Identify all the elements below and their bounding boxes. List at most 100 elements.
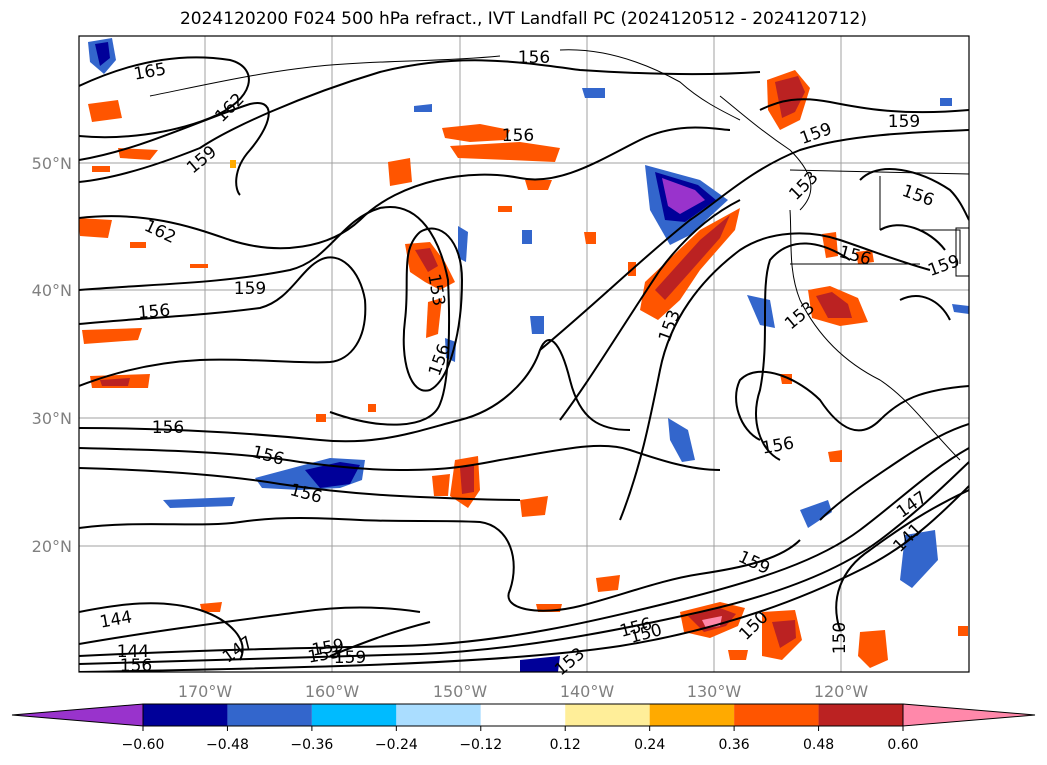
anomaly-negative-patch — [662, 178, 705, 214]
anomaly-negative-patch — [668, 418, 695, 462]
anomaly-positive-patch — [655, 215, 730, 300]
longitude-labels: 170°W 160°W 150°W 140°W 130°W 120°W — [178, 682, 869, 701]
colorbar-segment — [143, 704, 228, 726]
refractivity-anomaly-shading — [79, 38, 969, 672]
anomaly-negative-patch — [163, 497, 235, 508]
anomaly-negative-patch — [582, 88, 605, 98]
map-title: 2024120200 F024 500 hPa refract., IVT La… — [179, 9, 867, 29]
longitude-label: 150°W — [433, 682, 488, 701]
colorbar-segment — [480, 704, 566, 726]
anomaly-positive-patch — [415, 248, 438, 272]
contour-label: 159 — [888, 112, 920, 132]
colorbar-extend-low — [11, 703, 144, 727]
anomaly-positive-patch — [368, 404, 376, 412]
anomaly-positive-patch — [442, 124, 510, 142]
contour-label: 156 — [152, 418, 184, 438]
anomaly-positive-patch — [316, 414, 326, 422]
contour-label: 153 — [785, 167, 822, 204]
contour-label: 153 — [423, 272, 448, 307]
colorbar-tick-label: −0.12 — [459, 737, 502, 753]
contour-label: 156 — [250, 442, 287, 470]
anomaly-positive-patch — [100, 378, 130, 386]
anomaly-positive-patch — [828, 450, 842, 462]
latitude-label: 40°N — [32, 281, 72, 300]
anomaly-negative-patch — [520, 656, 560, 672]
colorbar-tick-label: 0.48 — [803, 737, 834, 753]
anomaly-negative-patch — [305, 462, 360, 488]
longitude-label: 170°W — [178, 682, 233, 701]
anomaly-negative-patch — [747, 295, 775, 328]
anomaly-positive-patch — [498, 206, 512, 212]
contour-label: 156 — [899, 181, 936, 211]
coastlines — [149, 49, 969, 461]
colorbar-extend-high — [902, 703, 1036, 727]
latitude-label: 30°N — [32, 409, 72, 428]
anomaly-negative-patch — [95, 42, 110, 66]
contour-label: 156 — [425, 341, 455, 378]
anomaly-negative-patch — [458, 226, 468, 262]
anomaly-positive-patch — [450, 142, 560, 162]
anomaly-positive-patch — [525, 180, 552, 190]
longitude-label: 130°W — [687, 682, 742, 701]
map-frame — [78, 35, 970, 673]
latitude-labels: 50°N 40°N 30°N 20°N — [32, 154, 72, 556]
anomaly-negative-patch — [900, 530, 938, 588]
contour-label: 156 — [502, 126, 534, 146]
contour-label: 147 — [219, 633, 257, 668]
longitude-label: 160°W — [305, 682, 360, 701]
anomaly-positive-patch — [596, 575, 620, 592]
anomaly-negative-patch — [952, 304, 969, 314]
contour-label: 159 — [183, 142, 221, 178]
colorbar-segment — [311, 704, 397, 726]
longitude-label: 120°W — [814, 682, 869, 701]
anomaly-positive-patch — [816, 292, 852, 318]
anomaly-positive-patch — [520, 496, 548, 517]
colorbar-tick-label: 0.12 — [550, 737, 581, 753]
colorbar-tick-label: 0.60 — [887, 737, 918, 753]
colorbar-tick-label: 0.36 — [719, 737, 750, 753]
colorbar-segment — [565, 704, 650, 726]
colorbar-segment — [734, 704, 819, 726]
anomaly-positive-patch — [92, 166, 110, 172]
anomaly-positive-patch — [728, 650, 748, 660]
colorbar-tick-label: −0.36 — [290, 737, 333, 753]
anomaly-positive-patch — [775, 76, 805, 118]
anomaly-negative-patch — [522, 230, 532, 244]
anomaly-positive-patch — [460, 464, 474, 494]
anomaly-positive-patch — [856, 250, 874, 264]
contour-label: 150 — [830, 622, 850, 654]
contour-label: 144 — [98, 607, 133, 632]
anomaly-positive-patch — [200, 602, 222, 612]
contour-label: 153 — [551, 644, 589, 680]
contour-label: 165 — [132, 59, 167, 84]
colorbar: −0.60 −0.48 −0.36 −0.24 −0.12 0.12 0.24 0.36 0.4… — [11, 703, 1036, 753]
anomaly-positive-patch — [230, 160, 236, 168]
contour-label: 156 — [137, 301, 171, 324]
colorbar-tick-label: −0.24 — [375, 737, 418, 753]
colorbar-segment — [227, 704, 312, 726]
contour-label: 159 — [234, 279, 266, 299]
anomaly-positive-patch — [79, 218, 112, 238]
contour-label: 156 — [760, 433, 795, 458]
colorbar-segment — [818, 704, 903, 726]
colorbar-tick-label: −0.60 — [122, 737, 165, 753]
longitude-label: 140°W — [560, 682, 615, 701]
colorbar-tick-label: 0.24 — [634, 737, 665, 753]
anomaly-positive-patch — [432, 474, 450, 496]
colorbar-segment — [396, 704, 481, 726]
contour-label: 159 — [334, 648, 366, 668]
latitude-label: 20°N — [32, 537, 72, 556]
anomaly-positive-patch — [88, 100, 122, 122]
anomaly-positive-patch — [118, 148, 158, 160]
contour-label: 156 — [120, 656, 152, 676]
anomaly-negative-patch — [940, 98, 952, 106]
latitude-label: 50°N — [32, 154, 72, 173]
contour-label: 156 — [518, 48, 550, 68]
contour-label: 144 — [117, 642, 149, 662]
anomaly-positive-patch — [130, 242, 146, 248]
anomaly-negative-patch — [414, 104, 432, 112]
anomaly-positive-patch — [190, 264, 208, 268]
colorbar-outline — [142, 703, 904, 727]
anomaly-negative-patch — [800, 500, 832, 528]
